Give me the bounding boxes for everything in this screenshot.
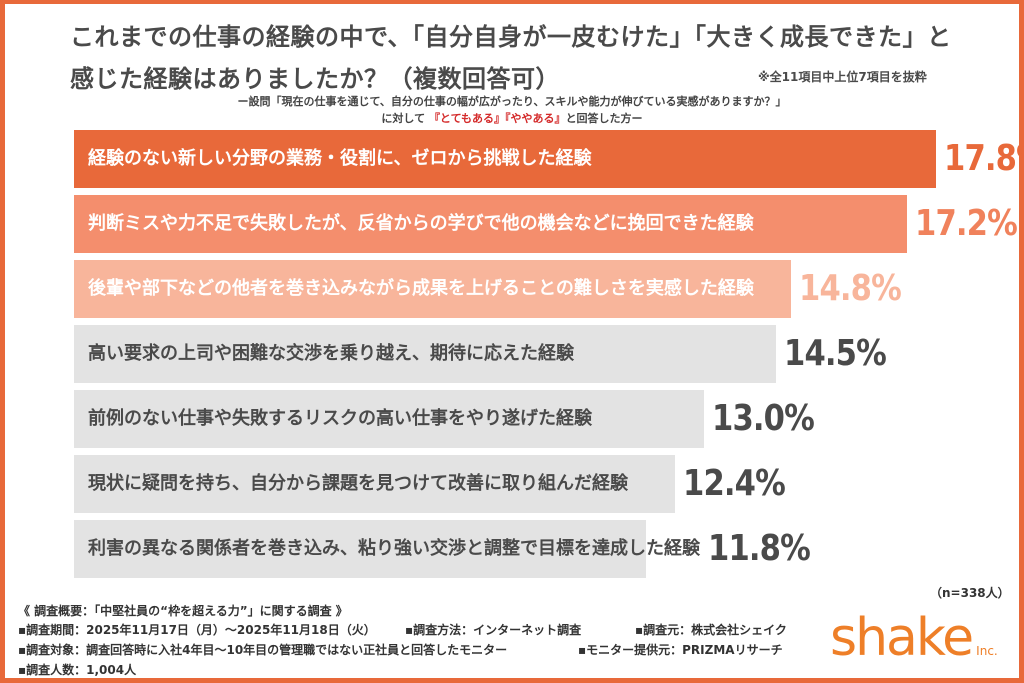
bar <box>74 455 675 513</box>
bar <box>74 390 704 448</box>
category-label: 利害の異なる関係者を巻き込み、粘り強い交渉と調整で目標を達成した経験 <box>88 538 700 559</box>
bar <box>74 195 908 253</box>
question-post: と回答した方ー <box>565 112 643 125</box>
sample-size: （n=338人） <box>930 586 1010 600</box>
category-label: 後輩や部下などの他者を巻き込みながら成果を上げることの難しさを実感した経験 <box>88 278 754 299</box>
bar <box>74 325 777 383</box>
logo-text: shake <box>830 608 974 668</box>
bar-row: 後輩や部下などの他者を巻き込みながら成果を上げることの難しさを実感した経験 14.… <box>74 260 1014 318</box>
value-label: 17.2% <box>915 203 1018 244</box>
value-label: 13.0% <box>712 398 815 439</box>
shake-logo: shake Inc. <box>830 608 998 681</box>
chart-note: ※全11項目中上位7項目を抜粋 <box>758 70 927 84</box>
question-line-2: に対して 『とてもある』『ややある』と回答した方ー <box>0 110 1024 126</box>
category-label: 判断ミスや力不足で失敗したが、反省からの学びで他の機会などに挽回できた経験 <box>88 213 754 234</box>
bar-row: 判断ミスや力不足で失敗したが、反省からの学びで他の機会などに挽回できた経験 17.… <box>74 195 1018 253</box>
bar-row: 現状に疑問を持ち、自分から課題を見つけて改善に取り組んだ経験 12.4% <box>74 455 1014 513</box>
footer-period: ▪調査期間：2025年11月17日（月）～2025年11月18日（火） <box>18 623 376 637</box>
question-line-1: ー設問「現在の仕事を通じて、自分の仕事の幅が広がったり、スキルや能力が伸びている… <box>237 95 787 108</box>
category-label: 前例のない仕事や失敗するリスクの高い仕事をやり遂げた経験 <box>88 408 592 429</box>
bar-row: 利害の異なる関係者を巻き込み、粘り強い交渉と調整で目標を達成した経験 11.8% <box>74 520 1014 578</box>
value-label: 12.4% <box>683 463 786 504</box>
bar-row: 高い要求の上司や困難な交渉を乗り越え、期待に応えた経験 14.5% <box>74 325 1014 383</box>
footer-provider: ▪モニター提供元：PRIZMAリサーチ <box>578 643 783 657</box>
bar-row: 前例のない仕事や失敗するリスクの高い仕事をやり遂げた経験 13.0% <box>74 390 1014 448</box>
bar-row: 経験のない新しい分野の業務・役割に、ゼロから挑戦した経験 17.8% <box>74 130 1024 188</box>
footer-source: ▪調査元：株式会社シェイク <box>635 623 787 637</box>
category-label: 経験のない新しい分野の業務・役割に、ゼロから挑戦した経験 <box>88 148 592 169</box>
footer-overview: 《 調査概要：「中堅社員の“枠を超える力”」に関する調査 》 <box>18 604 348 618</box>
question-highlight: 『とてもある』『ややある』 <box>428 112 566 125</box>
bar <box>74 130 937 188</box>
value-label: 14.5% <box>784 333 887 374</box>
question-pre: に対して <box>381 112 426 125</box>
value-label: 11.8% <box>708 528 811 569</box>
footer-method: ▪調査方法：インターネット調査 <box>405 623 582 637</box>
value-label: 14.8% <box>799 268 902 309</box>
category-label: 高い要求の上司や困難な交渉を乗り越え、期待に応えた経験 <box>88 343 574 364</box>
chart-title: これまでの仕事の経験の中で、「自分自身が一皮むけた」「大きく成長できた」と感じた… <box>70 23 952 93</box>
bar <box>74 520 646 578</box>
footer-target: ▪調査対象：調査回答時に入社4年目～10年目の管理職ではない正社員と回答したモニ… <box>18 643 508 657</box>
logo-suffix: Inc. <box>976 644 998 658</box>
category-label: 現状に疑問を持ち、自分から課題を見つけて改善に取り組んだ経験 <box>88 473 628 494</box>
bar <box>74 260 791 318</box>
footer-count: ▪調査人数：1,004人 <box>18 663 137 677</box>
value-label: 17.8% <box>944 138 1024 179</box>
